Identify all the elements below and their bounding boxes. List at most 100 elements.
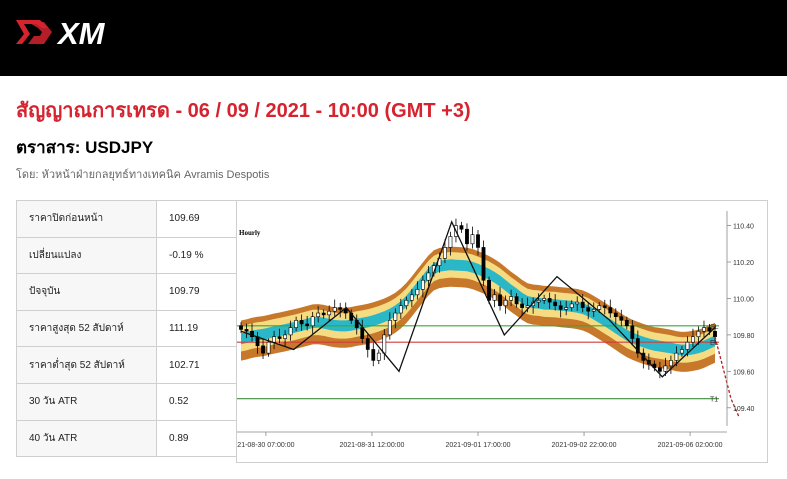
band-outer xyxy=(241,246,715,372)
candle-body xyxy=(691,336,695,343)
level-label: T1 xyxy=(710,397,718,404)
candle-body xyxy=(459,225,464,230)
x-tick-label: 2021-09-02 22:00:00 xyxy=(552,442,617,449)
candle-body xyxy=(569,303,574,308)
x-tick-label: 21-08-30 07:00:00 xyxy=(237,442,294,449)
candle-body xyxy=(509,296,513,301)
candle-body xyxy=(669,360,673,367)
candle-body xyxy=(343,309,348,314)
table-row: 40 วัน ATR 0.89 xyxy=(16,419,237,458)
candle-body xyxy=(398,305,403,314)
table-row: ปัจจุบัน 109.79 xyxy=(16,273,237,311)
candle-body xyxy=(536,299,541,303)
candle-body xyxy=(387,320,392,336)
x-tick-label: 2021-09-06 02:00:00 xyxy=(658,442,723,449)
zigzag-line xyxy=(240,220,716,378)
candle-body xyxy=(514,296,519,305)
instrument-heading: ตราสาร: USDJPY xyxy=(16,138,154,157)
candle-body xyxy=(624,320,629,327)
y-tick-label: 109.80 xyxy=(733,333,755,340)
table-row: 30 วัน ATR 0.52 xyxy=(16,382,237,421)
brand-name: XM xyxy=(56,16,106,50)
author-line: โดย: หัวหน้าฝ่ายกลยุทธ์ทางเทคนิค Avramis… xyxy=(16,169,270,181)
candle-body xyxy=(310,316,315,327)
y-tick-label: 110.40 xyxy=(733,224,754,231)
stat-label: ปัจจุบัน xyxy=(16,273,157,311)
candle-body xyxy=(305,323,310,327)
y-tick-label: 109.60 xyxy=(733,369,755,376)
level-label: SL xyxy=(710,324,719,331)
x-tick-label: 2021-09-01 17:00:00 xyxy=(446,442,511,449)
candle-body xyxy=(597,305,602,310)
candle-body xyxy=(409,294,414,301)
candle-body xyxy=(503,299,508,307)
candle-body xyxy=(404,299,409,307)
band-mid xyxy=(241,252,715,363)
stat-label: ราคาต่ำสุด 52 สัปดาห์ xyxy=(16,346,157,384)
candle-body xyxy=(266,341,271,354)
stat-value: 111.19 xyxy=(156,309,237,348)
y-tick-label: 109.40 xyxy=(733,406,755,413)
candle-body xyxy=(470,234,475,245)
candle-body xyxy=(608,307,613,314)
candle-body xyxy=(492,294,497,301)
level-label: EL xyxy=(710,340,719,347)
candle-body xyxy=(327,310,332,316)
candle-body xyxy=(288,327,293,336)
stat-label: เปลี่ยนแปลง xyxy=(16,236,157,275)
stat-label: 30 วัน ATR xyxy=(16,382,157,421)
table-row: เปลี่ยนแปลง -0.19 % xyxy=(16,236,237,275)
site-header: XM xyxy=(0,0,787,76)
stat-value: 102.71 xyxy=(156,346,237,384)
stat-value: 109.69 xyxy=(156,200,237,238)
page-title: สัญญาณการเทรด - 06 / 09 / 2021 - 10:00 (… xyxy=(16,100,471,122)
candle-body xyxy=(685,341,690,350)
candle-body xyxy=(465,228,469,245)
stat-value: 0.52 xyxy=(156,382,237,421)
table-row: ราคาปิดก่อนหน้า 109.69 xyxy=(16,200,237,238)
candle-body xyxy=(663,365,668,372)
table-row: ราคาต่ำสุด 52 สัปดาห์ 102.71 xyxy=(16,346,237,384)
stat-value: 0.89 xyxy=(156,419,237,458)
timeframe-label: Hourly xyxy=(239,229,261,237)
candle-body xyxy=(707,327,712,332)
candle-body xyxy=(420,279,425,290)
candle-body xyxy=(558,305,563,310)
xm-logo[interactable]: XM xyxy=(14,14,134,50)
forecast-line xyxy=(714,336,740,418)
candle-body xyxy=(476,234,480,248)
candle-body xyxy=(702,327,706,332)
candle-body xyxy=(580,301,585,308)
candle-body xyxy=(239,325,243,330)
y-tick-label: 110.00 xyxy=(733,296,754,303)
candle-body xyxy=(547,298,552,303)
stat-value: -0.19 % xyxy=(156,236,237,275)
candle-body xyxy=(332,307,337,312)
candle-body xyxy=(674,352,679,361)
candle-body xyxy=(613,312,618,317)
candle-body xyxy=(635,338,640,354)
band-inner xyxy=(241,259,715,356)
candle-body xyxy=(426,272,431,281)
candle-body xyxy=(602,305,607,308)
stat-value: 109.79 xyxy=(156,273,237,311)
stat-label: ราคาสูงสุด 52 สัปดาห์ xyxy=(16,309,157,348)
candle-body xyxy=(244,329,249,332)
candle-body xyxy=(619,316,624,321)
price-chart: SL EL T1 110.40 110.20 110.00 109.80 109.60 109.… xyxy=(236,200,768,463)
stat-label: ราคาปิดก่อนหน้า xyxy=(16,200,157,238)
candle-body xyxy=(415,289,420,296)
candle-body xyxy=(316,312,321,317)
candle-body xyxy=(448,236,453,248)
candle-body xyxy=(487,279,491,301)
candle-body xyxy=(272,336,276,343)
candle-body xyxy=(680,349,684,354)
chart-svg: SL EL T1 110.40 110.20 110.00 109.80 109.60 109.… xyxy=(237,211,755,449)
candle-body xyxy=(261,345,265,354)
candle-body xyxy=(443,247,447,259)
stats-table: ราคาปิดก่อนหน้า 109.69 เปลี่ยนแปลง -0.19 %… xyxy=(16,200,237,458)
candle-body xyxy=(553,301,558,307)
candle-body xyxy=(575,301,580,305)
candle-body xyxy=(299,320,304,325)
candle-body xyxy=(630,325,635,339)
